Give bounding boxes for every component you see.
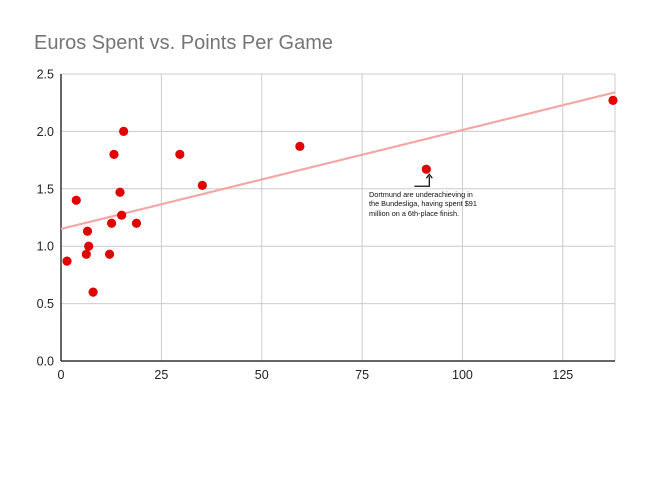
data-point <box>104 249 115 259</box>
y-tick-label: 0.0 <box>37 355 54 369</box>
data-point <box>62 256 72 266</box>
data-point <box>119 126 129 136</box>
y-tick-label: 2.0 <box>37 125 54 139</box>
data-points <box>62 95 618 297</box>
y-tick-label: 1.0 <box>37 240 54 254</box>
data-point <box>131 218 142 228</box>
annotation-callout <box>414 173 433 189</box>
callout-arrow <box>414 176 430 187</box>
grid-lines <box>61 73 616 361</box>
y-tick-label: 1.5 <box>37 182 54 196</box>
data-point <box>82 226 93 236</box>
y-tick-label: 2.5 <box>37 68 54 82</box>
annotation-text: Dortmund are underachieving in the Bunde… <box>369 190 477 218</box>
tick-labels: 0.0 0.5 1.0 1.5 2.0 2.5 0 25 50 75 100 125 <box>37 68 574 383</box>
trendline <box>60 91 616 231</box>
x-tick-label: 0 <box>58 368 65 382</box>
data-point <box>175 149 185 159</box>
data-point <box>106 218 117 228</box>
y-tick-label: 0.5 <box>37 297 54 311</box>
x-tick-label: 25 <box>154 368 168 382</box>
data-point <box>81 249 91 259</box>
x-tick-label: 100 <box>452 368 473 382</box>
data-point <box>295 141 305 151</box>
data-point <box>84 241 94 251</box>
data-point <box>71 195 81 205</box>
axes <box>60 74 615 362</box>
chart-title: Euros Spent vs. Points Per Game <box>34 32 334 54</box>
data-point <box>117 210 127 220</box>
data-point <box>109 149 119 159</box>
trendline-layer <box>60 91 616 231</box>
callout-arrowhead <box>425 173 433 179</box>
data-point <box>115 187 125 197</box>
x-tick-label: 125 <box>552 368 573 382</box>
x-tick-label: 50 <box>255 368 269 382</box>
data-point <box>88 287 98 297</box>
x-tick-label: 75 <box>355 368 369 382</box>
data-point <box>608 95 618 106</box>
data-point <box>421 164 431 174</box>
data-point <box>197 180 207 190</box>
